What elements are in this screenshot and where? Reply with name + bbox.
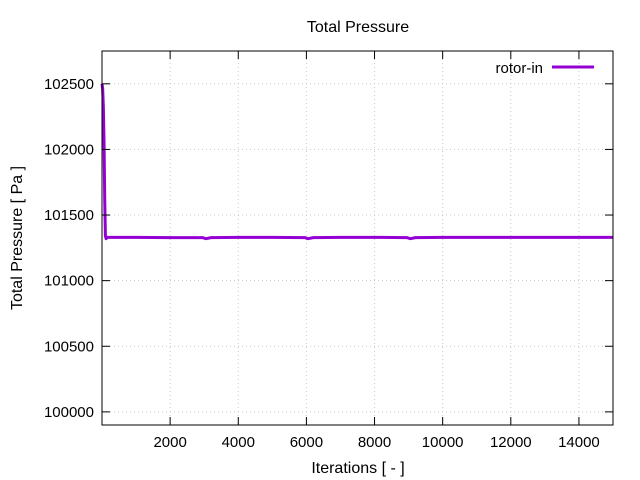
plot-area-border [101, 50, 614, 426]
x-tick-label: 6000 [290, 434, 323, 451]
chart-title: Total Pressure [307, 19, 409, 36]
y-tick-label: 102000 [44, 141, 94, 158]
y-axis-label: Total Pressure [ Pa ] [9, 166, 26, 310]
y-tick-label: 100000 [44, 404, 94, 421]
y-tick-label: 101000 [44, 273, 94, 290]
x-tick-label: 4000 [222, 434, 255, 451]
series-line-rotor-in [100, 83, 613, 241]
x-tick-label: 10000 [422, 434, 464, 451]
y-axis-ticks: 100000 100500 101000 101500 102000 102500 [44, 76, 613, 421]
x-axis-label: Iterations [ - ] [311, 460, 404, 477]
y-tick-label: 102500 [44, 76, 94, 93]
x-axis-ticks: 2000 4000 6000 8000 10000 12000 14000 [153, 51, 600, 451]
series-layer [100, 83, 613, 241]
legend: rotor-in [495, 60, 594, 77]
x-tick-label: 8000 [358, 434, 391, 451]
x-tick-label: 12000 [490, 434, 532, 451]
y-tick-label: 100500 [44, 338, 94, 355]
x-tick-label: 14000 [558, 434, 600, 451]
y-tick-label: 101500 [44, 207, 94, 224]
x-tick-label: 2000 [153, 434, 186, 451]
legend-label-rotor-in: rotor-in [495, 60, 543, 77]
